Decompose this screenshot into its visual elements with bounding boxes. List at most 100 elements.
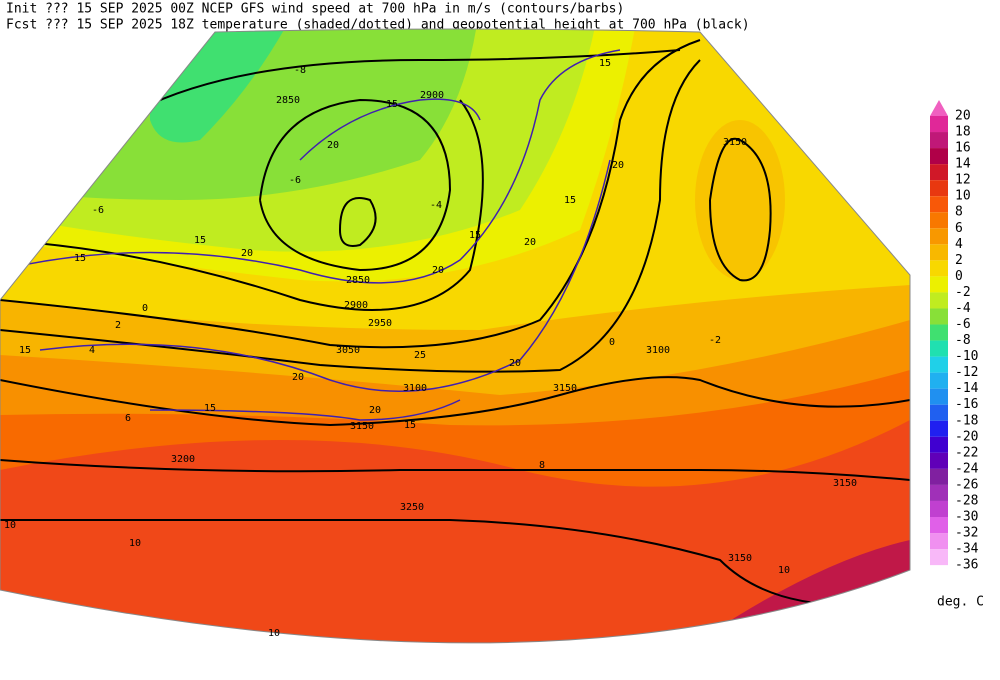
wind-contours <box>0 49 621 421</box>
wind-label: 20 <box>292 372 304 383</box>
wind-label: 20 <box>612 160 624 171</box>
colorbar-box <box>930 372 948 389</box>
height-label: 3150 <box>728 553 752 564</box>
colorbar-label: -14 <box>955 381 979 396</box>
colorbar-box <box>930 244 948 261</box>
wind-label: 15 <box>194 235 206 246</box>
wind-label: 15 <box>469 230 481 241</box>
colorbar-box <box>930 500 948 517</box>
wind-label: 15 <box>386 99 398 110</box>
height-label: 2850 <box>346 275 370 286</box>
colorbar-box <box>930 388 948 405</box>
temperature-label: 10 <box>778 565 790 576</box>
colorbar-box <box>930 468 948 485</box>
colorbar-label: 8 <box>955 205 963 220</box>
wind-label: 15 <box>599 58 611 69</box>
colorbar-label: -22 <box>955 445 978 460</box>
colorbar-box <box>930 116 948 133</box>
wind-label: 20 <box>509 358 521 369</box>
colorbar-label: 10 <box>955 189 971 204</box>
wind-label: 25 <box>414 350 426 361</box>
colorbar-box <box>930 436 948 453</box>
colorbar-box <box>930 452 948 469</box>
colorbar-label: 12 <box>955 173 971 188</box>
colorbar-box <box>930 404 948 421</box>
height-label: 2850 <box>276 95 300 106</box>
colorbar: 20181614121086420-2-4-6-8-10-12-14-16-18… <box>930 100 979 573</box>
wind-label: 20 <box>241 248 253 259</box>
height-label: 3200 <box>171 454 195 465</box>
wind-label: 15 <box>204 403 216 414</box>
colorbar-box <box>930 276 948 293</box>
colorbar-unit: deg. C <box>937 595 984 610</box>
height-contours <box>0 39 910 606</box>
colorbar-box <box>930 196 948 213</box>
height-label: 3100 <box>646 345 670 356</box>
colorbar-box <box>930 260 948 277</box>
colorbar-label: -30 <box>955 510 978 525</box>
height-label: 3050 <box>336 345 360 356</box>
colorbar-label: 20 <box>955 109 971 124</box>
colorbar-arrow <box>930 100 948 116</box>
height-label: 3150 <box>553 383 577 394</box>
temperature-label: -8 <box>294 65 306 76</box>
temperature-label: 2 <box>115 320 121 331</box>
height-label: 3150 <box>833 478 857 489</box>
colorbar-label: -4 <box>955 301 971 316</box>
temperature-label: 8 <box>539 460 545 471</box>
colorbar-label: 18 <box>955 125 971 140</box>
colorbar-label: 4 <box>955 237 963 252</box>
map-labels: 2850 290029502850290030503100315031003150… <box>4 58 857 639</box>
height-label: 2900 <box>344 300 368 311</box>
colorbar-label: -36 <box>955 558 978 573</box>
temperature-label: 6 <box>125 413 131 424</box>
wind-label: 20 <box>432 265 444 276</box>
height-label: 2950 <box>368 318 392 329</box>
colorbar-box <box>930 132 948 149</box>
colorbar-box <box>930 549 948 566</box>
wind-label: 15 <box>404 420 416 431</box>
colorbar-label: 2 <box>955 253 963 268</box>
colorbar-label: -2 <box>955 285 971 300</box>
colorbar-box <box>930 484 948 501</box>
map-area <box>0 29 910 643</box>
colorbar-box <box>930 212 948 229</box>
colorbar-box <box>930 340 948 357</box>
temperature-label: -2 <box>709 335 721 346</box>
height-label: 3150 <box>723 137 747 148</box>
colorbar-box <box>930 420 948 437</box>
temperature-label: -6 <box>289 175 301 186</box>
header-line2: Fcst ??? 15 SEP 2025 18Z temperature (sh… <box>6 18 750 33</box>
colorbar-box <box>930 517 948 534</box>
colorbar-box <box>930 292 948 309</box>
temperature-label: -4 <box>430 200 442 211</box>
height-label: 2900 <box>420 90 444 101</box>
colorbar-label: -28 <box>955 493 978 508</box>
colorbar-box <box>930 148 948 165</box>
colorbar-label: 6 <box>955 221 963 236</box>
colorbar-box <box>930 164 948 181</box>
temperature-label: -6 <box>92 205 104 216</box>
temperature-label: 10 <box>268 628 280 639</box>
colorbar-label: -12 <box>955 365 978 380</box>
colorbar-box <box>930 180 948 197</box>
colorbar-box <box>930 356 948 373</box>
temperature-label: 10 <box>129 538 141 549</box>
header-line1: Init ??? 15 SEP 2025 00Z NCEP GFS wind s… <box>6 2 624 17</box>
colorbar-label: 16 <box>955 141 971 156</box>
wind-label: 20 <box>524 237 536 248</box>
colorbar-label: -16 <box>955 397 978 412</box>
height-label: 3250 <box>400 502 424 513</box>
colorbar-label: -20 <box>955 429 978 444</box>
temperature-label: 0 <box>142 303 148 314</box>
colorbar-label: -32 <box>955 526 978 541</box>
colorbar-box <box>930 228 948 245</box>
height-label: 3150 <box>350 421 374 432</box>
wind-label: 20 <box>369 405 381 416</box>
colorbar-box <box>930 308 948 325</box>
colorbar-label: -34 <box>955 542 979 557</box>
colorbar-label: -6 <box>955 317 971 332</box>
colorbar-label: -26 <box>955 477 978 492</box>
temperature-label: 0 <box>609 337 615 348</box>
